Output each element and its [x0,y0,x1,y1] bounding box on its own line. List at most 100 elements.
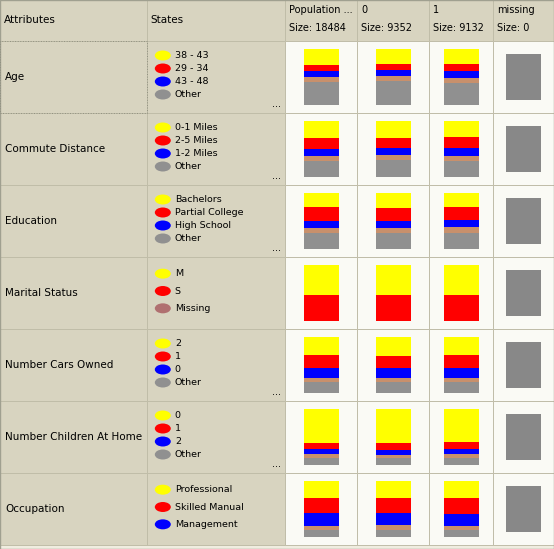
Bar [429,401,493,473]
Bar [376,228,411,233]
Text: 29 - 34: 29 - 34 [175,64,208,73]
Bar [376,525,411,530]
Bar [376,49,411,64]
Text: ...: ... [273,459,281,469]
Bar [493,401,554,473]
Text: High School: High School [175,221,231,230]
Bar [304,82,339,105]
Bar [493,113,554,185]
Bar [444,64,479,71]
Bar [376,337,411,356]
Bar [429,473,493,545]
Bar [357,0,429,41]
Ellipse shape [155,378,171,388]
Bar [304,368,339,378]
Bar [444,83,479,105]
Bar [285,0,357,41]
Text: 2: 2 [175,437,181,446]
Ellipse shape [155,161,171,171]
Ellipse shape [155,339,171,349]
Bar [444,455,479,458]
Text: Marital Status: Marital Status [5,288,78,298]
Text: Other: Other [175,162,202,171]
Bar [0,401,147,473]
Bar [444,161,479,177]
Bar [304,409,339,442]
Ellipse shape [155,351,171,361]
Bar [0,473,147,545]
Bar [506,270,541,316]
Bar [0,257,147,329]
Bar [304,77,339,82]
Bar [429,113,493,185]
Ellipse shape [155,436,171,446]
Bar [304,265,339,295]
Bar [357,401,429,473]
Bar [357,473,429,545]
Text: Other: Other [175,450,202,459]
Text: S: S [175,287,181,295]
Bar [444,49,479,64]
Bar [444,382,479,393]
Text: ...: ... [273,99,281,109]
Bar [304,295,339,321]
Bar [147,113,285,185]
Text: ...: ... [273,171,281,181]
Bar [444,442,479,449]
Bar [357,257,429,329]
Bar [376,378,411,382]
Bar [444,458,479,465]
Bar [304,530,339,537]
Bar [493,41,554,113]
Bar [376,70,411,76]
Bar [506,342,541,388]
Bar [444,227,479,233]
Ellipse shape [155,208,171,217]
Text: States: States [151,15,184,25]
Bar [376,356,411,368]
Text: Age: Age [5,72,25,82]
Bar [304,337,339,356]
Bar [376,148,411,155]
Bar [304,378,339,382]
Ellipse shape [155,411,171,421]
Text: 2-5 Miles: 2-5 Miles [175,136,217,145]
Bar [376,295,411,321]
Text: Size: 9132: Size: 9132 [433,23,484,33]
Bar [376,138,411,148]
Bar [493,185,554,257]
Text: Education: Education [5,216,57,226]
Bar [376,409,411,443]
Bar [376,481,411,498]
Bar [376,221,411,228]
Bar [493,0,554,41]
Bar [304,458,339,465]
Bar [444,265,479,295]
Bar [376,530,411,537]
Bar [444,148,479,156]
Text: Management: Management [175,520,238,529]
Text: Other: Other [175,90,202,99]
Ellipse shape [155,519,171,529]
Bar [304,156,339,161]
Bar [506,126,541,172]
Text: Population ...: Population ... [289,5,353,15]
Ellipse shape [155,89,171,99]
Ellipse shape [155,194,171,204]
Bar [0,41,147,113]
Bar [357,185,429,257]
Bar [444,337,479,356]
Bar [304,382,339,393]
Text: 1: 1 [175,352,181,361]
Text: Other: Other [175,378,202,387]
Bar [304,207,339,221]
Text: 43 - 48: 43 - 48 [175,77,208,86]
Bar [304,49,339,65]
Text: Attributes: Attributes [4,15,56,25]
Bar [444,156,479,161]
Bar [376,382,411,393]
Bar [444,498,479,514]
Ellipse shape [155,450,171,460]
Bar [444,530,479,537]
Bar [304,356,339,368]
